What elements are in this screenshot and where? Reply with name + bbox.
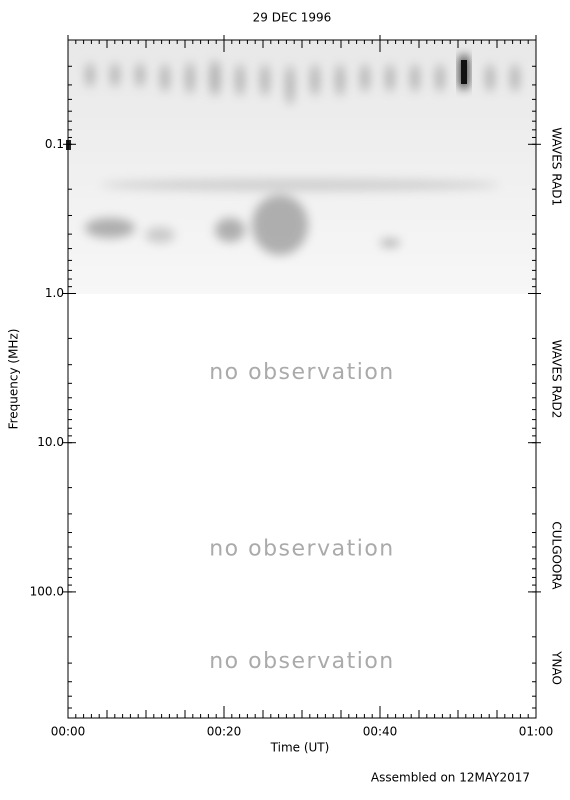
band-label: YNAO bbox=[550, 650, 564, 685]
footer: Assembled on 12MAY2017 bbox=[371, 771, 530, 785]
y-axis-label: Frequency (MHz) bbox=[7, 329, 21, 430]
no-observation: no observation bbox=[209, 536, 395, 561]
y-tick-label: 100.0 bbox=[30, 584, 64, 598]
y-tick-label: 10.0 bbox=[37, 435, 64, 449]
band-label: CULGOORA bbox=[550, 521, 564, 590]
chart-title: 29 DEC 1996 bbox=[253, 11, 332, 25]
no-observation: no observation bbox=[209, 360, 395, 385]
y-tick-label: 0.1 bbox=[45, 137, 64, 151]
x-tick-label: 00:20 bbox=[207, 725, 242, 739]
x-tick-label: 01:00 bbox=[519, 725, 554, 739]
no-observation: no observation bbox=[209, 649, 395, 674]
x-axis-label: Time (UT) bbox=[270, 741, 330, 755]
x-tick-label: 00:00 bbox=[51, 725, 86, 739]
band-label: WAVES RAD1 bbox=[550, 127, 564, 206]
spectrogram bbox=[66, 40, 536, 294]
x-tick-label: 00:40 bbox=[363, 725, 398, 739]
band-label: WAVES RAD2 bbox=[550, 340, 564, 419]
y-tick-label: 1.0 bbox=[45, 286, 64, 300]
